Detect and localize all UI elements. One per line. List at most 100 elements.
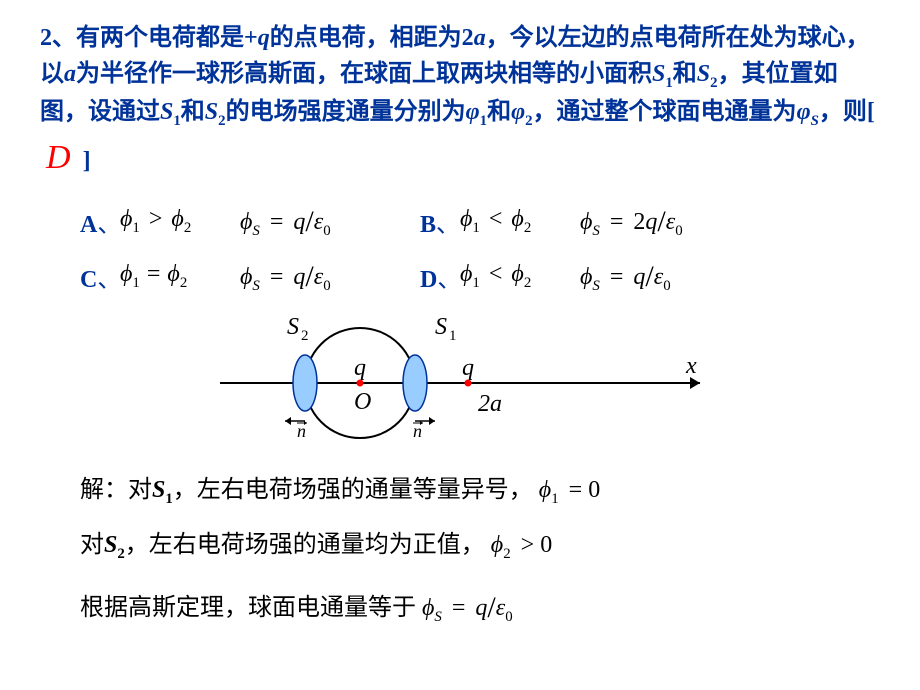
q-S2: S (697, 61, 710, 87)
expl-phi2: ϕ2 > 0 (491, 529, 552, 565)
q-part: 的点电荷，相距为2 (270, 25, 474, 51)
eps: ε (666, 209, 675, 235)
q-phi1: φ (466, 99, 480, 125)
opt-D-phiS: ϕS = q/ε0 (580, 258, 730, 295)
diagram-svg: S2S1qqOnn2ax (200, 313, 720, 453)
eps: ε (314, 209, 323, 235)
sub0: 0 (663, 278, 670, 294)
opt-A-label: A、 (80, 204, 120, 239)
eq: = (448, 595, 470, 621)
opt-C-letter: C (80, 267, 97, 293)
gt: > 0 (517, 532, 553, 558)
sub2: 2 (184, 220, 191, 236)
q-phiS: φ (797, 99, 811, 125)
opt-B-dun: 、 (436, 212, 460, 238)
expl-line-1: 解：对S1，左右电荷场强的通量等量异号， ϕ1 = 0 (80, 474, 880, 510)
phi: ϕ (580, 264, 592, 290)
opt-B-rel: ϕ1 < ϕ2 (460, 206, 580, 237)
opt-B-label: B、 (420, 204, 460, 239)
q-var-a2: a (64, 61, 76, 87)
phi: ϕ (240, 209, 252, 235)
sub: 2 (503, 546, 510, 562)
sub1: 1 (472, 220, 479, 236)
slash: / (487, 591, 495, 624)
slash: / (657, 205, 665, 238)
opt-A-letter: A (80, 212, 97, 238)
sub2: 2 (180, 275, 187, 291)
option-row-AB: A、 ϕ1 > ϕ2 ϕS = q/ε0 B、 ϕ1 (80, 203, 880, 240)
q-phi2: φ (511, 99, 525, 125)
q-phi2-sub: 2 (525, 113, 532, 129)
opt-D-rel: ϕ1 < ϕ2 (460, 261, 580, 292)
eps: ε (654, 264, 663, 290)
svg-text:S: S (287, 314, 299, 340)
svg-text:q: q (462, 355, 474, 381)
subS: S (592, 223, 599, 239)
q-part: ] (83, 148, 91, 174)
opt-C-dun: 、 (97, 267, 121, 293)
explanation: 解：对S1，左右电荷场强的通量等量异号， ϕ1 = 0 对S2，左右电荷场强的通… (80, 474, 880, 628)
q-S1: S (652, 61, 665, 87)
phi: ϕ (167, 261, 179, 287)
two: 2 (633, 209, 645, 235)
eps: ε (496, 595, 505, 621)
sub0: 0 (323, 223, 330, 239)
option-A: A、 ϕ1 > ϕ2 ϕS = q/ε0 (80, 203, 420, 240)
expl-line-2: 对S2，左右电荷场强的通量均为正值， ϕ2 > 0 (80, 529, 880, 565)
opt-D-letter: D (420, 267, 437, 293)
sub1: 1 (132, 275, 139, 291)
expl-text: 对 (80, 532, 104, 558)
opt-B-letter: B (420, 212, 436, 238)
q-part: ，则[ (819, 99, 875, 125)
q-var-a: a (474, 25, 486, 51)
sub: 1 (551, 491, 558, 507)
eq: = (606, 209, 628, 235)
q-S2b: S (205, 99, 218, 125)
svg-text:q: q (354, 355, 366, 381)
q-part: 为半径作一球形高斯面，在球面上取两块相等的小面积 (76, 61, 652, 87)
opt-A-phiS: ϕS = q/ε0 (240, 203, 390, 240)
slide: 2、有两个电荷都是+q的点电荷，相距为2a，今以左边的点电荷所在处为球心，以a为… (0, 0, 920, 690)
expl-sub: 2 (117, 546, 124, 562)
subS: S (252, 223, 259, 239)
opt-D-dun: 、 (437, 267, 461, 293)
opt-C-label: C、 (80, 259, 120, 294)
phi: ϕ (422, 595, 434, 621)
expl-text: ，左右电荷场强的通量均为正值， (125, 532, 485, 558)
q-and3: 和 (487, 99, 511, 125)
phi: ϕ (539, 477, 551, 503)
phi: ϕ (460, 206, 472, 232)
opt-D-label: D、 (420, 259, 460, 294)
eq: = (266, 264, 288, 290)
expl-line-3: 根据高斯定理，球面电通量等于 ϕS = q/ε0 (80, 585, 880, 628)
opt-A-rel: ϕ1 > ϕ2 (120, 206, 240, 237)
q-and2: 和 (181, 99, 205, 125)
phi: ϕ (460, 261, 472, 287)
q: q (633, 264, 645, 290)
q: q (475, 595, 487, 621)
subS: S (592, 278, 599, 294)
opt-C-phiS: ϕS = q/ε0 (240, 258, 390, 295)
phi: ϕ (120, 261, 132, 287)
diagram: S2S1qqOnn2ax (40, 313, 880, 458)
expl-sub: 1 (165, 491, 172, 507)
sub2: 2 (524, 220, 531, 236)
subS: S (252, 278, 259, 294)
phi: ϕ (491, 532, 503, 558)
sub1: 1 (472, 275, 479, 291)
sub1: 1 (132, 220, 139, 236)
q-part: 2、有两个电荷都是+ (40, 25, 258, 51)
opt-B-phiS: ϕS = 2q/ε0 (580, 203, 750, 240)
answer-mark: D (40, 139, 77, 176)
sub0: 0 (675, 223, 682, 239)
q-part: ，通过整个球面电通量为 (533, 99, 797, 125)
sub0: 0 (323, 278, 330, 294)
rel-sym: = (146, 261, 162, 287)
eq: = (266, 209, 288, 235)
q-S1b-sub: 1 (173, 113, 180, 129)
slash: / (305, 205, 313, 238)
subS: S (434, 609, 441, 625)
opt-C-rel: ϕ1 = ϕ2 (120, 261, 240, 292)
expl-S: S (104, 532, 117, 558)
expl-phiS: ϕS = q/ε0 (422, 585, 513, 628)
